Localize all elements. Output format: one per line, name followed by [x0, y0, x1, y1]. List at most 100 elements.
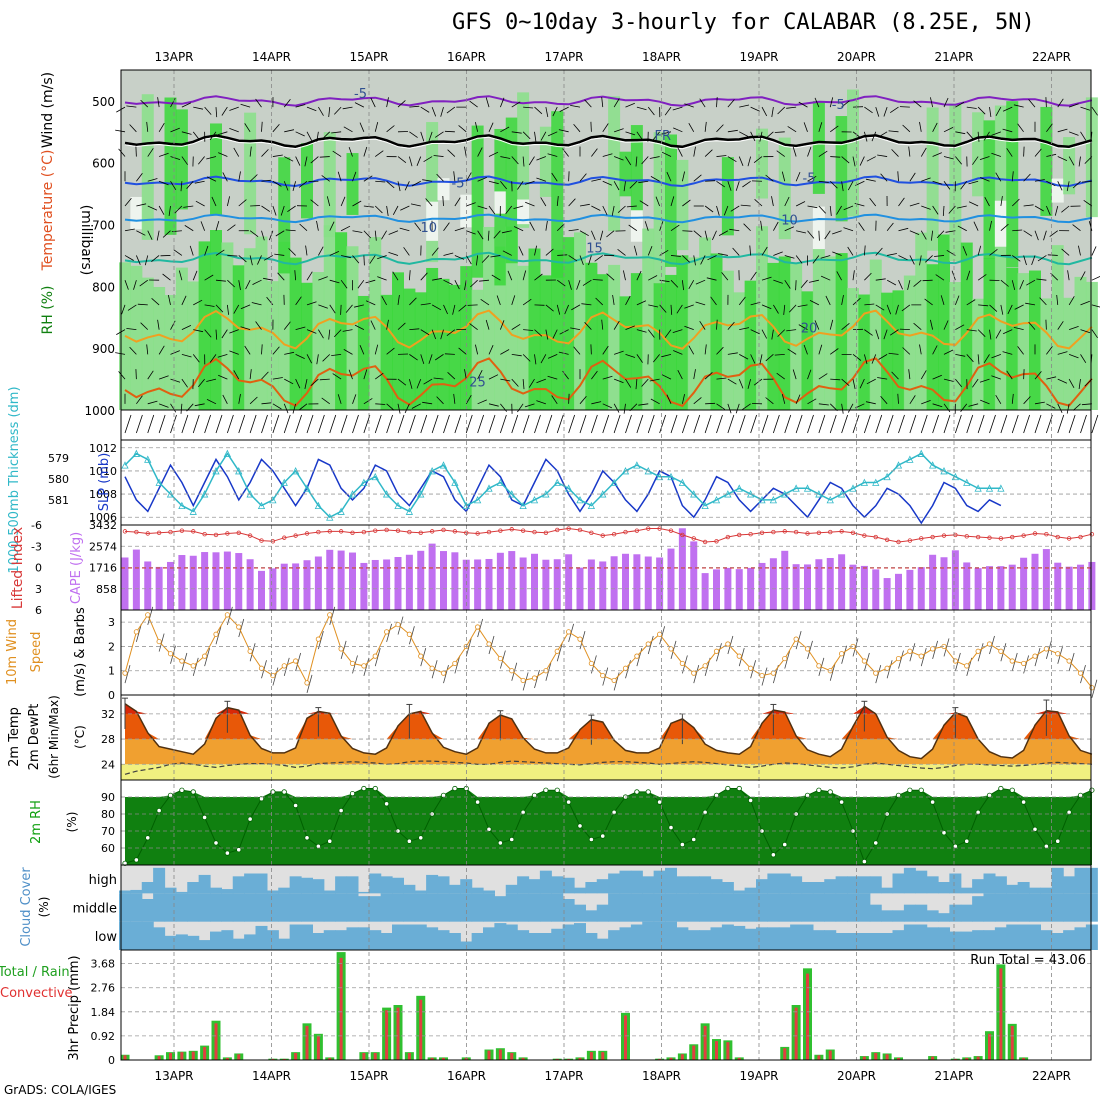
- cape-bar: [167, 561, 174, 610]
- cape-bar: [883, 578, 891, 610]
- cloud-cell-high: [733, 890, 746, 894]
- wind-barb: [522, 414, 530, 434]
- wind-barb: [955, 353, 966, 357]
- contour-label: -5: [354, 87, 367, 102]
- lifted-index-point: [486, 529, 492, 535]
- wind-barb: [518, 246, 524, 256]
- wind-barb: [552, 106, 558, 117]
- wind-barb: [716, 155, 727, 157]
- wind-barb: [672, 329, 683, 333]
- wind-barb: [832, 230, 842, 235]
- wind-barb: [522, 131, 531, 140]
- wind-barb: [1034, 371, 1042, 380]
- wind-barb: [392, 271, 399, 281]
- wind-barb: [1034, 401, 1045, 405]
- rh-shade: [972, 112, 985, 197]
- wind-barb: [936, 230, 945, 239]
- wind-barb: [513, 226, 524, 232]
- y-tick-label-left: 581: [48, 494, 69, 507]
- cape-bar: [713, 569, 720, 610]
- cloud-cell-middle: [721, 893, 734, 922]
- cloud-cell-low: [687, 930, 700, 950]
- wind-barb: [830, 378, 841, 381]
- wind-barb: [500, 126, 510, 133]
- wind-barb: [1007, 304, 1013, 315]
- wind-barb: [601, 319, 604, 330]
- wind-barb: [623, 270, 626, 281]
- thickness-point: [985, 484, 994, 492]
- wind-speed-point: [918, 653, 924, 659]
- wind-barb: [761, 304, 772, 310]
- wind-barb: [847, 246, 854, 256]
- wind-barb: [229, 350, 239, 355]
- wind-barb: [386, 125, 395, 133]
- wind-barb: [641, 156, 649, 165]
- cloud-cell-low: [983, 930, 996, 950]
- wind-speed-point: [258, 665, 265, 671]
- wind-barb: [818, 344, 823, 355]
- wind-barb: [716, 346, 724, 355]
- wind-barb: [681, 414, 689, 434]
- cloud-cell-middle: [892, 910, 905, 922]
- wind-barb: [943, 638, 950, 657]
- wind-barb: [886, 222, 894, 231]
- wind-barb: [318, 246, 324, 256]
- wind-barb: [1046, 205, 1051, 216]
- rh-shade: [1029, 270, 1041, 410]
- cloud-cell-high: [756, 879, 768, 894]
- wind-barb: [409, 328, 420, 331]
- precip-convective-bar: [874, 1052, 878, 1060]
- cloud-cell-low: [881, 933, 894, 950]
- rh-point: [1077, 792, 1084, 798]
- wind-barb: [1002, 128, 1013, 133]
- wind-barb: [1061, 248, 1070, 256]
- cloud-cell-low: [266, 930, 279, 950]
- cloud-cell-middle: [812, 893, 825, 922]
- cloud-cell-low: [778, 927, 791, 950]
- wind-barb: [329, 251, 340, 256]
- cloud-cell-low: [232, 938, 245, 950]
- wind-barb: [625, 131, 636, 136]
- wind-barb: [433, 377, 444, 380]
- wind-barb: [568, 198, 576, 207]
- wind-barb: [909, 230, 920, 235]
- rh-point: [611, 809, 617, 815]
- thickness-point: [963, 478, 971, 486]
- cloud-cell-middle: [346, 893, 359, 922]
- wind-barb: [750, 271, 757, 281]
- rh-point: [133, 857, 139, 863]
- lifted-index-point: [1055, 534, 1060, 540]
- cloud-cell-middle: [585, 910, 598, 922]
- wind-barb: [814, 97, 820, 108]
- lifted-index-point: [202, 532, 207, 537]
- wind-barb: [931, 230, 934, 241]
- wind-barb: [739, 131, 749, 137]
- side-label-convective: Convective: [0, 986, 73, 1001]
- wind-barb: [1080, 329, 1091, 334]
- wind-barb: [1057, 378, 1068, 384]
- thickness-point: [360, 478, 368, 486]
- cape-bar: [701, 573, 709, 610]
- wind-barb: [568, 414, 576, 434]
- wind-speed-point: [702, 663, 708, 669]
- wind-barb: [727, 352, 738, 355]
- wind-barb: [636, 414, 644, 434]
- wind-barb: [507, 270, 513, 281]
- cloud-cell-low: [471, 933, 484, 950]
- rh-shade: [323, 132, 336, 238]
- wind-barb: [704, 344, 707, 355]
- wind-barb: [386, 319, 389, 330]
- wind-barb: [727, 321, 735, 330]
- wind-barb: [168, 295, 171, 305]
- cloud-cell-high: [357, 891, 370, 894]
- wind-barb: [705, 180, 716, 182]
- cloud-cell-middle: [994, 893, 1007, 922]
- wind-speed-point: [167, 651, 174, 657]
- wind-barb: [777, 106, 786, 115]
- wind-speed-point: [998, 648, 1004, 654]
- cloud-cell-high: [596, 879, 609, 894]
- wind-barb: [204, 648, 211, 667]
- wind-barb: [841, 181, 844, 192]
- lifted-index-line: [124, 527, 1093, 543]
- wind-barb: [337, 171, 342, 182]
